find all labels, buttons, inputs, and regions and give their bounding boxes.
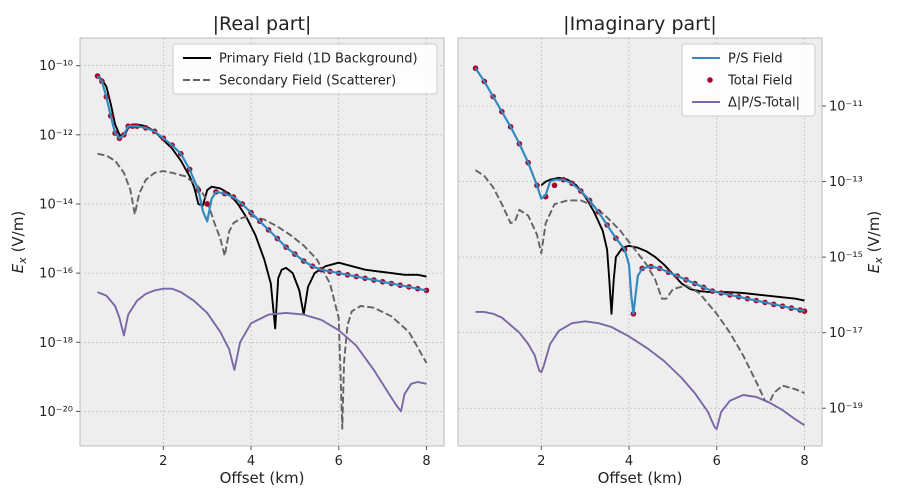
y-tick-label: 10⁻²⁰ [39,405,73,420]
series-group [94,73,430,430]
y-axis-label-unit: (V/m) [9,211,27,257]
legend: Primary Field (1D Background) Secondary F… [172,43,438,95]
legend-label-total-field: Total Field [727,74,793,89]
y-axis-label-symbol: E [9,263,27,273]
y-tick-label: 10⁻¹⁴ [39,197,73,212]
legend-label-primary-field-1d-background: Primary Field (1D Background) [219,52,418,67]
data-point [204,201,210,207]
y-axis-label-subscript: x [16,257,29,265]
legend-label-secondary-field-scatterer: Secondary Field (Scatterer) [219,74,396,89]
series-secondary-field-scatterer-line [474,169,805,404]
x-tick-label: 4 [247,454,255,469]
y-tick-label: 10⁻¹³ [829,175,863,190]
y-axis-label-unit: (V/m) [865,211,883,257]
y-tick-label: 10⁻¹¹ [829,100,863,115]
y-tick-label: 10⁻¹⁸ [39,336,73,351]
y-axis-label-symbol: E [865,263,883,273]
plot-frame [457,37,823,447]
y-tick-label: 10⁻¹⁵ [829,251,863,266]
y-axis-label-subscript: x [872,257,885,265]
x-tick-label: 6 [335,454,343,469]
legend-label-p-s-total: Δ|P/S-Total| [728,96,800,111]
x-tick-label: 6 [713,454,721,469]
x-tick-label: 8 [800,454,808,469]
chart-title: |Imaginary part| [563,13,717,35]
series-secondary-field-scatterer-line [97,152,428,430]
x-axis-label: Offset (km) [220,469,305,487]
panel-real-part: 2 4 6 8 10⁻²⁰ 10⁻¹⁸ 10⁻¹⁶ 10⁻¹⁴ 10⁻¹² 10⁻¹⁰ |Real … [9,13,445,487]
y-axis-label: Ex (V/m) [9,211,29,273]
x-tick-label: 2 [537,454,545,469]
series-p-s-field-line [474,67,805,315]
x-tick-label: 8 [422,454,430,469]
plot-area [80,38,444,446]
series-p-s-total-line [475,310,806,430]
plot-frame [79,37,445,447]
series-p-s-field-line [96,75,427,292]
series-group [472,65,808,430]
legend: P/S Field Total Field Δ|P/S-Total| [681,43,816,117]
data-point [551,182,558,189]
x-tick-label: 4 [625,454,633,469]
legend-box [681,43,816,117]
y-tick-label: 10⁻¹⁷ [829,326,863,341]
legend-swatch-total-field [707,77,713,83]
y-tick-label: 10⁻¹² [39,128,73,143]
series-p-s-total-line [97,287,427,413]
y-axis-label: Ex (V/m) [865,211,885,273]
y-tick-label: 10⁻¹⁰ [39,59,73,74]
panel-imaginary-part: 2 4 6 8 10⁻¹⁹ 10⁻¹⁷ 10⁻¹⁵ 10⁻¹³ 10⁻¹¹ |Imaginary … [457,13,885,487]
x-tick-label: 2 [159,454,167,469]
chart-title: |Real part| [213,13,312,35]
legend-box [172,43,438,95]
y-tick-label: 10⁻¹⁹ [829,402,863,417]
y-tick-label: 10⁻¹⁶ [39,267,73,282]
legend-label-p-s-field: P/S Field [728,52,783,67]
x-axis-label: Offset (km) [598,469,683,487]
